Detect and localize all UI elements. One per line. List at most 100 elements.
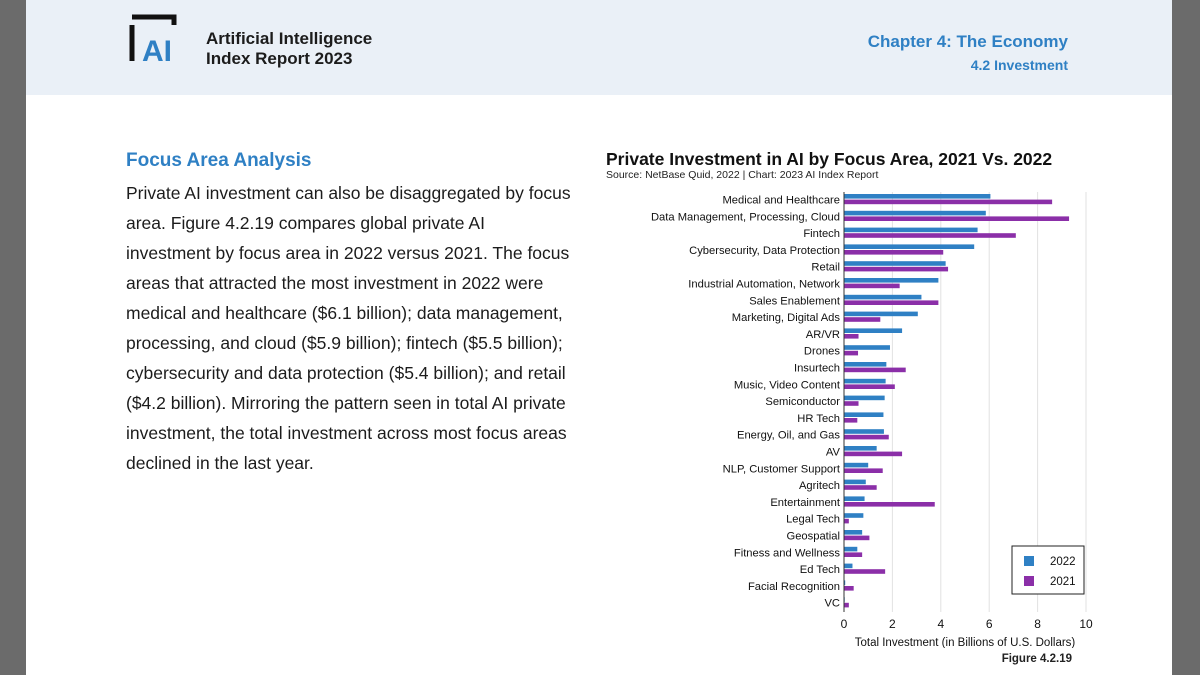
x-tick-label: 10 (1079, 617, 1093, 631)
logo-text: AI (142, 35, 172, 65)
bar-2021 (844, 317, 881, 322)
bar-2022 (844, 278, 939, 283)
chart-title: Private Investment in AI by Focus Area, … (606, 149, 1053, 169)
bar-2021 (844, 552, 863, 557)
report-page: AI Artificial Intelligence Index Report … (26, 0, 1172, 675)
bar-2021 (844, 602, 849, 608)
bar-2022 (844, 563, 853, 569)
bar-2021 (844, 502, 935, 507)
category-label: Industrial Automation, Network (688, 279, 840, 291)
bar-2022 (844, 580, 846, 585)
category-label: AV (826, 447, 841, 459)
page-heading: Focus Area Analysis (126, 150, 312, 171)
x-tick-label: 2 (889, 617, 896, 631)
report-title-line2: Index Report 2023 (206, 49, 353, 68)
x-tick-label: 0 (841, 617, 848, 631)
bar-2021 (844, 434, 889, 440)
category-label: Fintech (803, 228, 840, 240)
bar-2022 (844, 378, 886, 384)
category-label: Geospatial (787, 531, 841, 543)
category-label: Fitness and Wellness (734, 547, 841, 559)
bar-2022 (844, 328, 903, 333)
ai-index-logo: AI (129, 14, 177, 65)
category-label: Insurtech (794, 363, 840, 375)
chapter-breadcrumb: Chapter 4: The Economy 4.2 Investment (868, 32, 1068, 75)
bar-chart: Medical and Healthcare Data Management, P… (651, 192, 1093, 648)
bar-2022 (844, 210, 986, 216)
category-label: Marketing, Digital Ads (732, 312, 841, 324)
bar-2022 (844, 194, 991, 199)
x-tick-label: 8 (1034, 617, 1041, 631)
category-label: Entertainment (770, 497, 841, 509)
category-label: Semiconductor (765, 396, 840, 408)
bar-2021 (844, 485, 877, 490)
bar-2022 (844, 429, 884, 434)
category-label: Drones (804, 346, 840, 358)
bar-2022 (844, 261, 946, 266)
bar-2021 (844, 569, 886, 574)
legend-swatch-2022 (1024, 556, 1034, 566)
bar-2022 (844, 294, 922, 300)
bar-2021 (844, 350, 859, 356)
category-label: Ed Tech (800, 564, 840, 576)
bar-2022 (844, 513, 864, 518)
category-label: Data Management, Processing, Cloud (651, 211, 840, 223)
category-label: NLP, Customer Support (723, 463, 841, 475)
bar-2021 (844, 468, 883, 473)
bar-2022 (844, 479, 866, 485)
bar-2021 (844, 451, 903, 457)
bar-2021 (844, 418, 858, 423)
category-label: Facial Recognition (748, 581, 840, 593)
bar-2022 (844, 244, 975, 249)
bar-2021 (844, 216, 1070, 221)
bar-2021 (844, 250, 944, 255)
category-label: Cybersecurity, Data Protection (689, 245, 840, 257)
bar-2021 (844, 367, 906, 373)
bar-2022 (844, 462, 869, 468)
bar-2022 (844, 345, 890, 350)
bar-2022 (844, 395, 885, 401)
category-label: Energy, Oil, and Gas (737, 430, 840, 442)
bar-2022 (844, 446, 877, 451)
section-title: 4.2 Investment (970, 57, 1068, 73)
report-title: Artificial Intelligence Index Report 202… (206, 29, 372, 69)
bar-2022 (844, 546, 858, 552)
chart-source: Source: NetBase Quid, 2022 | Chart: 2023… (606, 169, 879, 181)
bar-2021 (844, 334, 859, 339)
bar-2021 (844, 266, 949, 272)
x-axis-label: Total Investment (in Billions of U.S. Do… (855, 637, 1076, 648)
category-label: Agritech (799, 480, 840, 492)
figure-label: Figure 4.2.19 (1001, 653, 1072, 665)
category-label: VC (824, 598, 840, 610)
header-band (26, 0, 1172, 95)
bar-2022 (844, 530, 863, 535)
bar-2022 (844, 227, 978, 233)
category-label: Medical and Healthcare (722, 195, 840, 207)
body-paragraph: Private AI investment can also be disagg… (126, 183, 571, 473)
bar-2021 (844, 300, 939, 305)
category-label: Retail (811, 262, 840, 274)
bar-2021 (844, 283, 900, 289)
report-title-line1: Artificial Intelligence (206, 29, 373, 48)
chapter-title: Chapter 4: The Economy (867, 32, 1068, 51)
legend-swatch-2021 (1024, 576, 1034, 586)
bar-2021 (844, 233, 1016, 238)
category-label: Legal Tech (786, 514, 840, 526)
bar-2021 (844, 199, 1053, 205)
bar-2022 (844, 311, 918, 317)
x-tick-label: 4 (937, 617, 944, 631)
x-tick-label: 6 (986, 617, 993, 631)
bar-2022 (844, 496, 865, 501)
bar-2021 (844, 518, 849, 524)
category-label: Sales Enablement (749, 295, 841, 307)
category-label: HR Tech (797, 413, 840, 425)
bar-2021 (844, 535, 870, 541)
bar-2021 (844, 586, 854, 591)
category-label: AR/VR (806, 329, 840, 341)
legend-label-2022: 2022 (1050, 556, 1076, 568)
legend-label-2021: 2021 (1050, 576, 1076, 588)
bar-2022 (844, 412, 884, 417)
category-label: Music, Video Content (734, 379, 841, 391)
bar-2022 (844, 362, 887, 367)
bar-2021 (844, 384, 895, 389)
